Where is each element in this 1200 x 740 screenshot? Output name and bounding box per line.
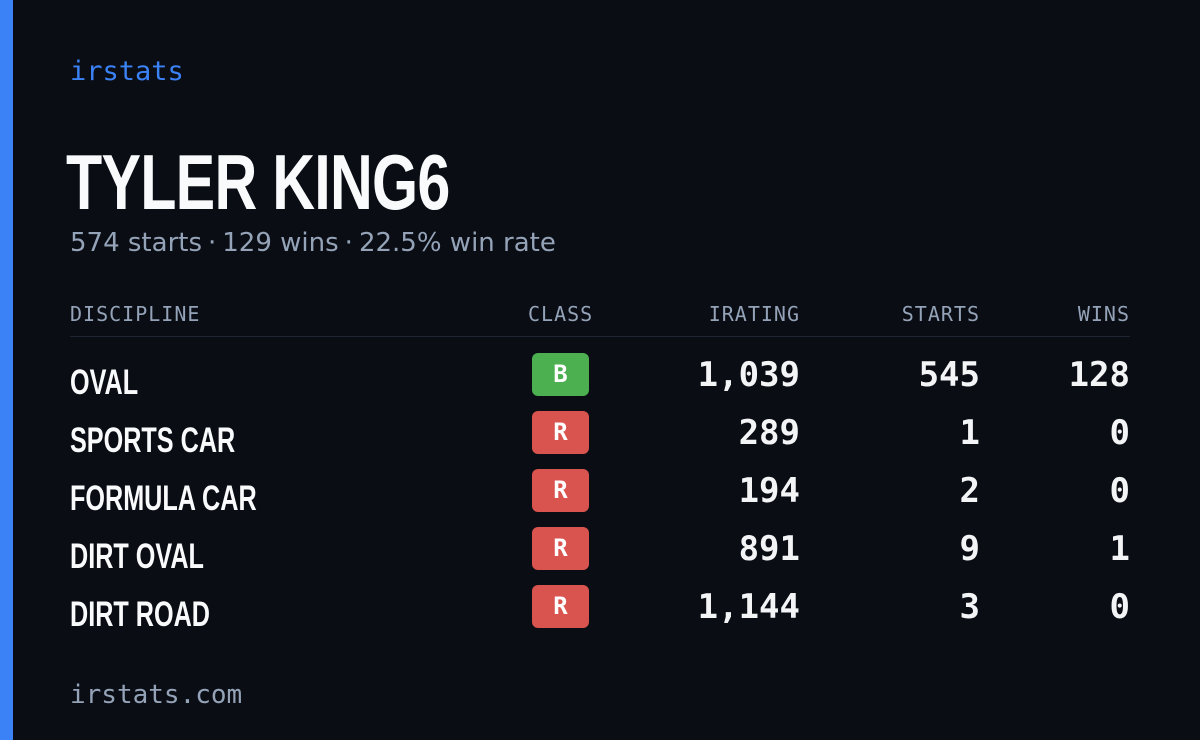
starts-value: 9 — [959, 529, 980, 569]
starts-value: 2 — [959, 471, 980, 511]
wins-value: 128 — [1068, 355, 1130, 395]
license-class-badge: R — [532, 469, 589, 512]
irating-value: 194 — [738, 471, 800, 511]
starts-value: 3 — [959, 587, 980, 627]
summary-wins: 129 wins — [222, 228, 339, 258]
license-class-badge: B — [532, 353, 589, 396]
summary-win-rate: 22.5% win rate — [358, 228, 556, 258]
license-class-badge: R — [532, 585, 589, 628]
wins-value: 1 — [1109, 529, 1130, 569]
discipline-name: OVAL — [70, 363, 139, 402]
header-irating: IRATING — [708, 302, 800, 326]
wins-value: 0 — [1109, 413, 1130, 453]
discipline-name: FORMULA CAR — [70, 479, 257, 518]
irating-value: 289 — [738, 413, 800, 453]
driver-summary: 574 starts · 129 wins · 22.5% win rate — [70, 228, 556, 258]
discipline-stats-table: DISCIPLINE CLASS IRATING STARTS WINS OVA… — [70, 300, 1130, 634]
summary-separator: · — [344, 228, 353, 258]
license-class-badge: R — [532, 527, 589, 570]
summary-separator: · — [208, 228, 217, 258]
irating-value: 1,039 — [697, 355, 800, 395]
starts-value: 1 — [959, 413, 980, 453]
wins-value: 0 — [1109, 587, 1130, 627]
table-row: FORMULA CAR R 194 2 0 — [70, 469, 1130, 527]
header-discipline: DISCIPLINE — [70, 302, 201, 326]
header-wins: WINS — [1077, 302, 1130, 326]
footer-url: irstats.com — [70, 680, 243, 710]
summary-starts: 574 starts — [70, 228, 202, 258]
license-class-badge: R — [532, 411, 589, 454]
brand-logo-text: irstats — [70, 56, 184, 87]
discipline-name: DIRT ROAD — [70, 595, 210, 634]
wins-value: 0 — [1109, 471, 1130, 511]
table-row: DIRT OVAL R 891 9 1 — [70, 527, 1130, 585]
table-row: SPORTS CAR R 289 1 0 — [70, 411, 1130, 469]
table-row: DIRT ROAD R 1,144 3 0 — [70, 585, 1130, 643]
irating-value: 891 — [738, 529, 800, 569]
irating-value: 1,144 — [697, 587, 800, 627]
discipline-name: DIRT OVAL — [70, 537, 204, 576]
header-class: CLASS — [528, 302, 594, 326]
accent-bar — [0, 0, 13, 740]
starts-value: 545 — [918, 355, 980, 395]
table-row: OVAL B 1,039 545 128 — [70, 353, 1130, 411]
table-body: OVAL B 1,039 545 128 SPORTS CAR R 289 1 0 FORMULA … — [70, 353, 1130, 643]
discipline-name: SPORTS CAR — [70, 421, 236, 460]
driver-name: TYLER KING6 — [66, 138, 450, 226]
header-starts: STARTS — [901, 302, 980, 326]
table-header-row: DISCIPLINE CLASS IRATING STARTS WINS — [70, 300, 1130, 337]
